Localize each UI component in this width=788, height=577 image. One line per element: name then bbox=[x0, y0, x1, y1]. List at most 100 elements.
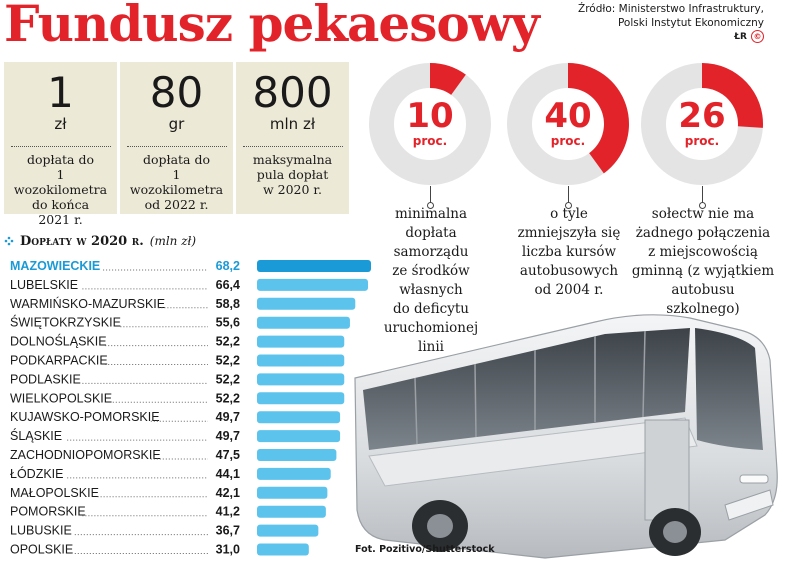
category-label: LUBUSKIE bbox=[10, 524, 72, 538]
author-credit: ŁR © bbox=[734, 30, 764, 43]
bar bbox=[257, 430, 341, 443]
donut-value: 40 bbox=[544, 96, 592, 136]
stat-panel-1: 1 zł dopłata do 1 wozokilometra do końca… bbox=[4, 62, 117, 227]
bar bbox=[257, 449, 337, 461]
value-label: 66,4 bbox=[216, 278, 240, 292]
category-label: WARMIŃSKO-MAZURSKIE bbox=[10, 296, 165, 311]
desc-line: zmniejszyła się bbox=[517, 225, 621, 241]
category-label: ŚWIĘTOKRZYSKIE bbox=[10, 315, 121, 330]
bar-row: ŚLĄSKIE 49,7 bbox=[10, 428, 341, 443]
donut-unit: proc. bbox=[550, 134, 586, 148]
bar-row: MAZOWIECKIE 68,2 bbox=[10, 259, 371, 273]
desc-line: autobusu bbox=[671, 282, 735, 298]
category-label: PODKARPACKIE bbox=[10, 354, 108, 368]
chart-unit: (mln zł) bbox=[149, 234, 197, 248]
donut-segment bbox=[430, 63, 466, 95]
bar bbox=[257, 297, 356, 310]
bar bbox=[257, 543, 309, 556]
donut-desc-2: o tyle zmniejszyła się liczba kursów aut… bbox=[494, 205, 644, 300]
bar-row: DOLNOŚLĄSKIE 52,2 bbox=[10, 334, 345, 349]
value-label: 47,5 bbox=[216, 448, 240, 462]
stat-desc-line: 1 wozokilometra bbox=[129, 167, 224, 197]
donut-chart-2: 40 proc. bbox=[506, 62, 630, 186]
donut-desc-3: sołectw nie ma żadnego połączenia z miej… bbox=[628, 205, 778, 319]
donut-chart-1: 10 proc. bbox=[368, 62, 492, 186]
bar bbox=[257, 354, 345, 367]
stat-desc-line: w 2020 r. bbox=[262, 182, 323, 197]
bar bbox=[257, 486, 328, 499]
stat-desc-line: 2021 r. bbox=[38, 212, 83, 227]
value-label: 58,8 bbox=[216, 297, 240, 311]
donut-unit: proc. bbox=[412, 134, 448, 148]
bar-row: ZACHODNIOPOMORSKIE 47,5 bbox=[10, 448, 337, 462]
desc-line: gminną (z wyjątkiem bbox=[631, 263, 775, 279]
category-label: WIELKOPOLSKIE bbox=[10, 391, 112, 405]
value-label: 31,0 bbox=[216, 543, 240, 557]
bar-row: OPOLSKIE 31,0 bbox=[10, 543, 309, 557]
category-label: ŚLĄSKIE bbox=[10, 428, 62, 443]
author-initials: ŁR bbox=[734, 31, 747, 42]
bar bbox=[257, 467, 331, 480]
desc-line: samorządu bbox=[393, 244, 469, 260]
desc-line: dopłata bbox=[405, 225, 457, 241]
pin-connector bbox=[427, 186, 434, 209]
category-label: KUJAWSKO-POMORSKIE bbox=[10, 410, 160, 424]
pin-connector bbox=[565, 186, 572, 209]
desc-line: minimalna bbox=[394, 206, 468, 222]
bar-row: LUBUSKIE 36,7 bbox=[10, 524, 319, 538]
stat-unit: gr bbox=[168, 115, 185, 133]
desc-line: sołectw nie ma bbox=[651, 206, 755, 222]
category-label: ZACHODNIOPOMORSKIE bbox=[10, 448, 161, 462]
category-label: DOLNOŚLĄSKIE bbox=[10, 334, 107, 349]
bar-row: LUBELSKIE 66,4 bbox=[10, 278, 368, 292]
bar bbox=[257, 260, 371, 272]
stat-value: 1 bbox=[47, 68, 74, 117]
donut-value: 26 bbox=[678, 96, 726, 136]
bar-chart: MAZOWIECKIE 68,2 LUBELSKIE 66,4 WARMIŃSKO-MA… bbox=[10, 259, 371, 557]
category-label: PODLASKIE bbox=[10, 372, 81, 386]
donut-ring bbox=[641, 63, 763, 185]
bar bbox=[257, 505, 326, 518]
chart-title: Dopłaty w 2020 r. bbox=[20, 234, 144, 249]
donut-value: 10 bbox=[406, 96, 454, 136]
donut-chart-3: 26 proc. bbox=[640, 62, 764, 186]
donut-ring bbox=[507, 63, 629, 185]
stat-desc-line: 1 wozokilometra bbox=[13, 167, 108, 197]
desc-line: uruchomionej bbox=[383, 320, 479, 336]
bar-row: PODLASKIE 52,2 bbox=[10, 372, 345, 386]
donut-ring bbox=[369, 63, 491, 185]
stat-desc-line: dopłata do bbox=[142, 152, 210, 167]
value-label: 41,2 bbox=[216, 505, 240, 519]
value-label: 44,1 bbox=[216, 467, 240, 481]
bar bbox=[257, 524, 319, 537]
bar-row: POMORSKIE 41,2 bbox=[10, 505, 326, 519]
copyright-badge-icon: © bbox=[751, 30, 764, 43]
desc-line: ze środków bbox=[392, 263, 470, 279]
category-label: MAŁOPOLSKIE bbox=[10, 486, 99, 500]
desc-line: żadnego połączenia bbox=[635, 225, 771, 241]
stat-panel-3: 800 mln zł maksymalna pula dopłat w 2020… bbox=[236, 62, 349, 214]
category-label: LUBELSKIE bbox=[10, 278, 78, 292]
bar bbox=[257, 392, 345, 405]
bar-row: KUJAWSKO-POMORSKIE 49,7 bbox=[10, 410, 341, 424]
bar bbox=[257, 335, 345, 348]
divider bbox=[242, 146, 343, 147]
source-line-1: Źródło: Ministerstwo Infrastruktury, bbox=[578, 3, 764, 15]
stat-value: 80 bbox=[149, 68, 204, 117]
donut-desc-1: minimalna dopłata samorządu ze środków w… bbox=[356, 205, 506, 357]
page-title: Fundusz pekaesowy bbox=[4, 0, 540, 53]
stat-desc-line: pula dopłat bbox=[256, 167, 329, 182]
bar bbox=[257, 373, 345, 386]
donut-unit: proc. bbox=[684, 134, 720, 148]
desc-line: z miejscowością bbox=[648, 244, 758, 260]
bar-row: WIELKOPOLSKIE 52,2 bbox=[10, 391, 345, 405]
bar-row: WARMIŃSKO-MAZURSKIE 58,8 bbox=[10, 296, 356, 311]
bar-row: PODKARPACKIE 52,2 bbox=[10, 354, 345, 368]
desc-line: liczba kursów bbox=[521, 244, 617, 260]
bar-row: MAŁOPOLSKIE 42,1 bbox=[10, 486, 328, 500]
value-label: 42,1 bbox=[216, 486, 240, 500]
bar-row: ŚWIĘTOKRZYSKIE 55,6 bbox=[10, 315, 350, 330]
value-label: 52,2 bbox=[216, 372, 240, 386]
value-label: 36,7 bbox=[216, 524, 240, 538]
category-label: ŁÓDZKIE bbox=[10, 466, 64, 481]
